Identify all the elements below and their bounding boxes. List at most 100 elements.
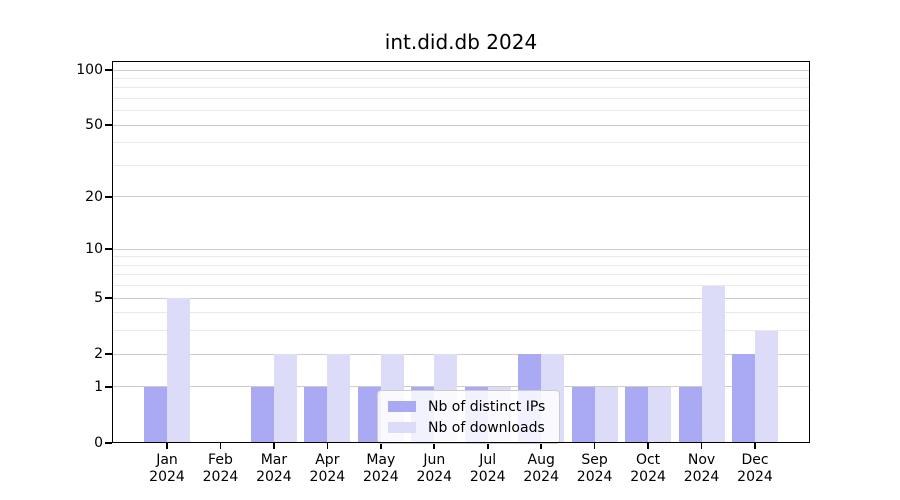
gridline-major-10: [112, 248, 810, 250]
gridline-minor-3: [112, 330, 810, 332]
y-tick-mark-1: [105, 386, 112, 388]
gridline-minor-7: [112, 274, 810, 276]
gridline-major-1: [112, 386, 810, 388]
gridline-minor-90: [112, 77, 810, 79]
x-tick-mark-apr: [326, 443, 329, 449]
gridline-major-50: [112, 124, 810, 126]
x-tick-month: Dec: [741, 452, 769, 468]
bar-downloads-oct: [648, 386, 672, 443]
gridline-minor-30: [112, 165, 810, 166]
x-tick-label-dec: Dec 2024: [723, 452, 787, 486]
bar-downloads-dec: [755, 330, 778, 443]
x-tick-month: Apr: [315, 452, 340, 468]
x-tick-month: Jun: [423, 452, 446, 468]
bar-downloads-nov: [701, 285, 725, 443]
bar-distinct-ips-jan: [144, 386, 167, 443]
x-tick-month: Jan: [156, 452, 178, 468]
x-tick-mark-feb: [219, 443, 222, 449]
y-tick-label-2: 2: [94, 346, 103, 363]
x-tick-label-jan: Jan 2024: [135, 452, 199, 486]
x-tick-year: 2024: [576, 469, 613, 485]
x-tick-label-oct: Oct 2024: [616, 452, 680, 486]
bar-distinct-ips-may: [357, 386, 381, 443]
x-tick-year: 2024: [630, 469, 666, 485]
x-tick-month: May: [366, 452, 396, 468]
x-tick-mark-mar: [273, 443, 275, 449]
x-tick-mark-jan: [166, 443, 168, 449]
x-tick-year: 2024: [256, 469, 292, 485]
x-tick-month: Jul: [479, 452, 497, 468]
y-tick-label-50: 50: [85, 117, 103, 134]
gridline-minor-6: [112, 285, 810, 287]
x-tick-month: Aug: [527, 452, 555, 468]
y-tick-label-100: 100: [76, 62, 103, 79]
chart-title: int.did.db 2024: [384, 30, 538, 54]
x-tick-month: Oct: [635, 452, 661, 468]
gridline-major-2: [112, 353, 810, 355]
x-tick-label-sep: Sep 2024: [563, 452, 627, 486]
gridline-minor-4: [112, 312, 810, 314]
y-tick-label-1: 1: [94, 378, 103, 395]
y-tick-mark-50: [105, 124, 112, 127]
gridline-minor-9: [112, 256, 810, 258]
x-tick-label-feb: Feb 2024: [188, 452, 252, 486]
bar-downloads-apr: [327, 354, 351, 443]
bar-downloads-sep: [594, 386, 618, 443]
gridline-major-20: [112, 196, 810, 198]
x-tick-mark-aug: [540, 443, 542, 449]
y-tick-mark-100: [105, 69, 112, 71]
x-tick-mark-oct: [647, 443, 649, 449]
x-tick-year: 2024: [683, 469, 720, 485]
x-tick-mark-jun: [433, 443, 436, 449]
x-tick-month: Mar: [260, 452, 288, 468]
gridline-minor-8: [112, 264, 810, 266]
bar-distinct-ips-apr: [304, 386, 328, 443]
x-tick-year: 2024: [416, 469, 453, 485]
legend-swatch-downloads: [388, 422, 416, 433]
legend-entry-distinct-ips: Nb of distinct IPs: [388, 396, 545, 417]
y-tick-mark-2: [105, 353, 112, 356]
x-tick-label-aug: Aug 2024: [509, 452, 573, 486]
legend-label-distinct-ips: Nb of distinct IPs: [428, 398, 546, 415]
x-tick-year: 2024: [149, 469, 185, 485]
bar-distinct-ips-sep: [571, 386, 595, 443]
bar-distinct-ips-nov: [678, 386, 702, 443]
x-tick-year: 2024: [523, 469, 559, 485]
bar-distinct-ips-oct: [625, 386, 649, 443]
y-tick-label-20: 20: [85, 188, 103, 205]
legend: Nb of distinct IPs Nb of downloads: [377, 390, 561, 444]
legend-swatch-distinct-ips: [388, 401, 416, 412]
y-tick-mark-10: [105, 248, 112, 251]
x-tick-mark-nov: [700, 443, 703, 449]
gridline-minor-70: [112, 98, 810, 100]
bar-distinct-ips-dec: [732, 354, 755, 443]
gridline-minor-40: [112, 142, 810, 144]
y-tick-label-0: 0: [94, 435, 103, 451]
x-tick-month: Nov: [687, 452, 716, 468]
y-tick-label-5: 5: [94, 290, 103, 307]
bar-downloads-jan: [167, 298, 190, 443]
x-tick-year: 2024: [469, 469, 506, 485]
x-tick-year: 2024: [737, 469, 773, 485]
x-tick-mark-dec: [754, 443, 756, 449]
x-tick-mark-sep: [593, 443, 596, 449]
x-tick-year: 2024: [202, 469, 239, 485]
legend-label-downloads: Nb of downloads: [428, 419, 545, 436]
gridline-major-100: [112, 69, 810, 71]
x-tick-label-nov: Nov 2024: [670, 452, 734, 486]
x-tick-label-may: May 2024: [349, 452, 413, 486]
x-tick-month: Feb: [208, 452, 233, 468]
x-tick-month: Sep: [581, 452, 608, 468]
legend-entry-downloads: Nb of downloads: [388, 417, 545, 438]
y-tick-mark-0: [105, 442, 112, 444]
x-tick-mark-may: [380, 443, 382, 449]
y-tick-mark-5: [105, 297, 112, 299]
bar-distinct-ips-mar: [250, 386, 274, 443]
x-tick-year: 2024: [362, 469, 399, 485]
y-tick-mark-20: [105, 196, 112, 198]
gridline-major-5: [112, 297, 810, 299]
x-tick-label-mar: Mar 2024: [242, 452, 306, 486]
x-tick-label-jun: Jun 2024: [402, 452, 466, 486]
gridline-minor-60: [112, 110, 810, 112]
